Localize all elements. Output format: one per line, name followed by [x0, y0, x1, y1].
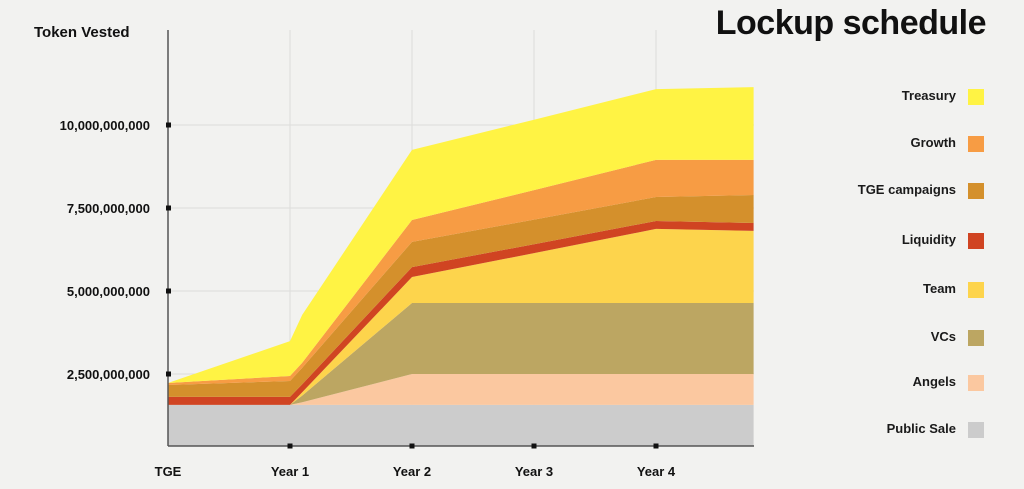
area-team — [168, 228, 754, 405]
legend-swatch — [968, 233, 984, 249]
area-treasury — [168, 87, 754, 383]
legend-swatch — [968, 282, 984, 298]
legend-swatch — [968, 183, 984, 199]
legend-swatch — [968, 375, 984, 391]
x-tick-label: TGE — [155, 464, 182, 479]
area-growth — [168, 159, 754, 385]
y-tick-mark — [166, 122, 171, 128]
y-axis-label: Token Vested — [34, 24, 130, 41]
legend-swatch — [968, 136, 984, 152]
legend-label: TGE campaigns — [857, 182, 956, 197]
legend-label: Liquidity — [901, 232, 956, 247]
legend-label: Team — [923, 281, 956, 296]
y-tick-mark — [166, 371, 171, 377]
x-tick-label: Year 1 — [271, 464, 309, 479]
legend-label: Angels — [912, 374, 956, 389]
x-tick-mark — [287, 443, 293, 449]
legend-swatch — [968, 89, 984, 105]
area-public-sale — [168, 404, 754, 446]
y-tick-label: 7,500,000,000 — [67, 201, 150, 216]
area-angels — [168, 374, 754, 405]
y-tick-mark — [166, 205, 171, 211]
x-tick-label: Year 4 — [637, 464, 676, 479]
y-tick-label: 5,000,000,000 — [67, 284, 150, 299]
legend-label: Treasury — [901, 88, 956, 103]
legend-swatch — [968, 422, 984, 438]
x-tick-mark — [409, 443, 415, 449]
x-tick-mark — [653, 443, 659, 449]
area-tge-campaigns — [168, 195, 754, 397]
y-tick-label: 2,500,000,000 — [67, 367, 150, 382]
y-tick-label: 10,000,000,000 — [60, 118, 150, 133]
legend-swatch — [968, 330, 984, 346]
legend-label: Public Sale — [886, 421, 956, 436]
area-vcs — [168, 302, 754, 405]
x-tick-label: Year 3 — [515, 464, 553, 479]
chart-title: Lockup schedule — [715, 4, 987, 42]
legend-label: VCs — [930, 329, 956, 344]
legend-label: Growth — [910, 135, 957, 150]
x-tick-label: Year 2 — [393, 464, 431, 479]
y-tick-mark — [166, 288, 171, 294]
x-tick-mark — [531, 443, 537, 449]
